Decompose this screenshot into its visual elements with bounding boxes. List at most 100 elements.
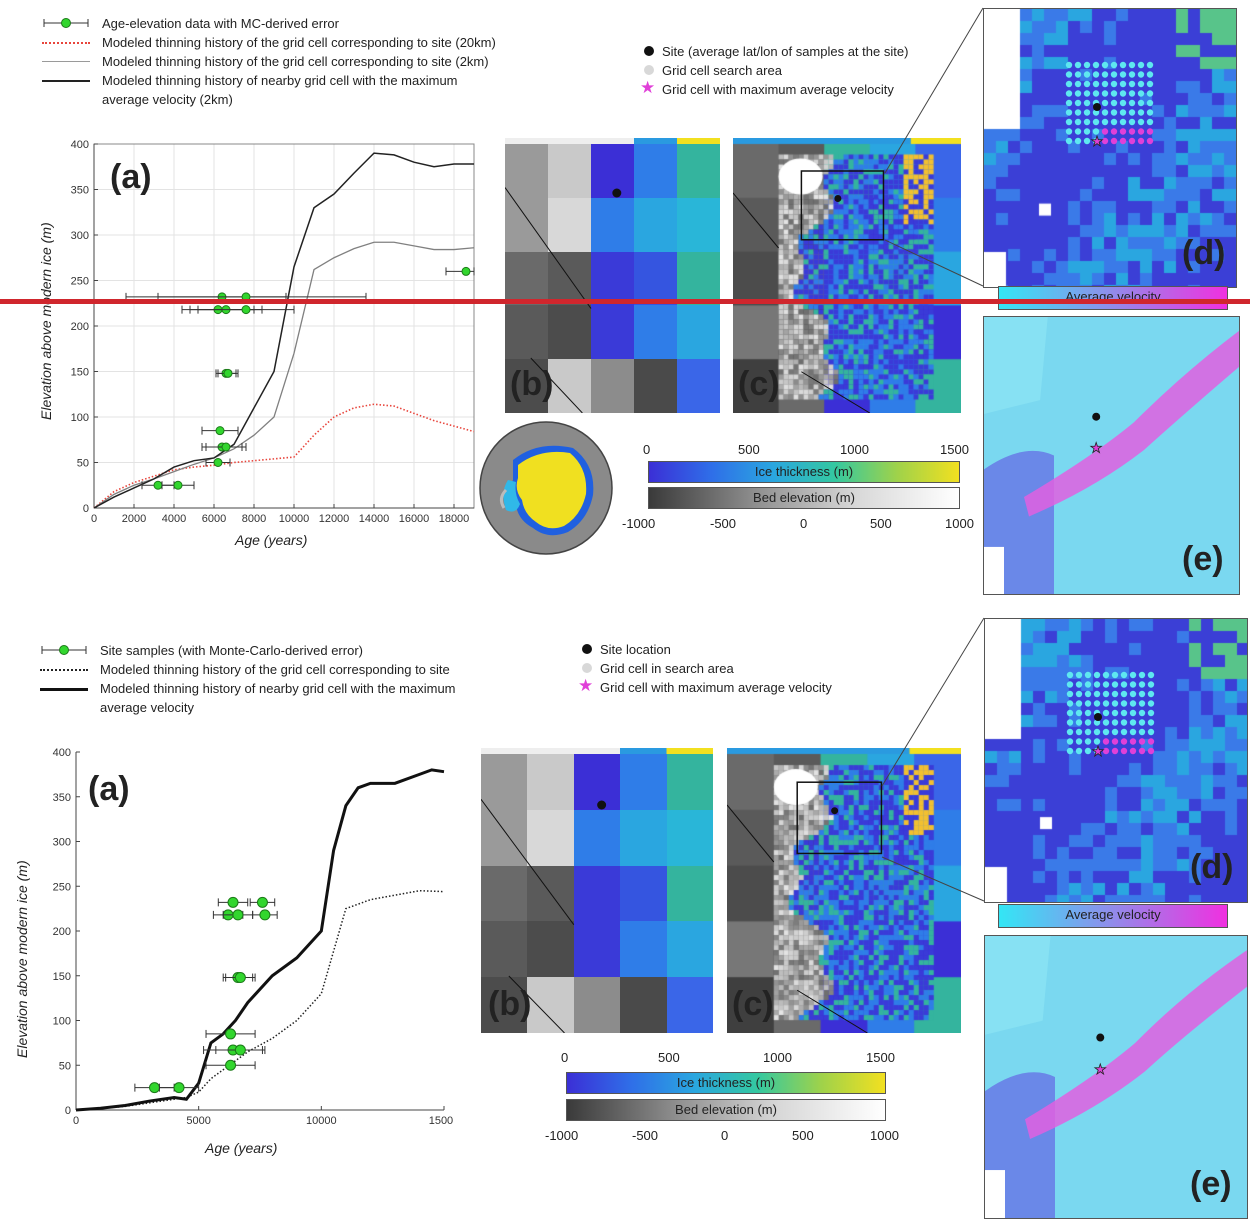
search-cell-dot (1137, 128, 1145, 135)
y-tick-label: 150 (71, 367, 89, 379)
search-cell-dot (1137, 80, 1145, 88)
red-dotted-line-icon (42, 42, 90, 44)
search-cell-dot (1074, 80, 1082, 88)
search-cell-dot (1074, 99, 1082, 107)
map-legend-item: ★ Grid cell with maximum average velocity (578, 676, 898, 697)
search-cell-dot (1102, 709, 1110, 717)
map-legend-label: Site location (600, 642, 671, 657)
velocity-field: ★ (984, 317, 1239, 594)
coarse-grid-map (505, 138, 720, 413)
search-cell-dot (1066, 690, 1074, 698)
velocity-field: ★ (985, 936, 1247, 1218)
x-tick-label: 6000 (202, 513, 226, 525)
sample-point (225, 972, 256, 984)
search-cell-dot (1101, 71, 1109, 78)
y-tick-label: 0 (83, 503, 89, 515)
grid-cell (666, 921, 713, 978)
search-cell-dot (1147, 747, 1155, 755)
legend-item: Modeled thinning history of nearby grid … (40, 679, 520, 698)
grid-cell (573, 754, 621, 810)
legend-label: Modeled thinning history of the grid cel… (102, 54, 489, 69)
green-errorbar-icon (41, 645, 87, 655)
search-cell-dot (1110, 99, 1118, 107)
grid-cell (634, 197, 677, 252)
fast-flow-band (1025, 950, 1247, 1140)
y-tick-label: 0 (65, 1105, 71, 1117)
no-data-region (985, 1170, 1005, 1218)
sample-point (197, 305, 295, 315)
grid-cell (634, 144, 677, 198)
zoom-box (796, 781, 883, 855)
search-cell-dot (1129, 709, 1137, 717)
search-cell-dot (1138, 728, 1146, 736)
search-cell-dot (1110, 118, 1118, 126)
search-cell-dot (1137, 61, 1145, 69)
grid-cell (505, 251, 548, 306)
search-cell-dot (1111, 690, 1119, 698)
search-cell-dot (1128, 109, 1136, 116)
sample-marker (225, 1059, 237, 1071)
legend-label: Modeled thinning history of nearby grid … (102, 73, 458, 88)
grid-cell (548, 197, 591, 252)
series-line-black-dotted (75, 889, 445, 1111)
panel-label-a: (a) (110, 158, 152, 196)
search-cell-dot (1129, 747, 1137, 755)
search-cell-dot (1092, 137, 1100, 145)
search-cell-dot (1065, 99, 1073, 107)
search-cell-dot (1138, 681, 1146, 688)
search-cell-dot (1120, 700, 1128, 707)
y-tick-label: 250 (71, 276, 89, 288)
search-cell-dot (1129, 728, 1137, 736)
search-cell-dot (1137, 71, 1145, 78)
site-dot (1093, 103, 1101, 111)
star-icon: ★ (578, 676, 594, 695)
search-cell-dot (1066, 671, 1074, 679)
panel-label-c: (c) (732, 985, 774, 1023)
max-velocity-star-icon: ★ (1094, 1061, 1107, 1077)
y-tick-label: 250 (53, 881, 71, 893)
map-legend-item: Site location (578, 640, 898, 659)
search-cell-dot (1128, 61, 1136, 69)
site-dot (597, 800, 607, 810)
ice-tick: 1000 (840, 442, 869, 457)
search-cell-dot (1146, 128, 1154, 135)
search-cell-dot (1084, 681, 1092, 688)
ice-tick: 0 (561, 1050, 569, 1065)
search-cell-dot (1147, 671, 1155, 679)
site-dot (1094, 713, 1102, 721)
y-tick-label: 200 (53, 926, 71, 938)
x-tick-label: 10000 (279, 513, 310, 525)
bed-tick: 0 (800, 516, 808, 531)
ice-tick: 500 (658, 1050, 680, 1065)
search-cell-dot (1083, 71, 1091, 78)
sample-point (125, 292, 367, 302)
search-cell-dot (1119, 71, 1127, 78)
search-cell-dot (1074, 137, 1082, 145)
search-cell-dot (1119, 109, 1127, 116)
y-tick-label: 300 (53, 837, 71, 849)
panel-label-e: (e) (1182, 540, 1224, 578)
search-cell-dot (1111, 671, 1119, 679)
search-cell-dot (1128, 80, 1136, 88)
no-data-region (984, 546, 1004, 594)
search-cell-dot (1120, 690, 1128, 698)
x-tick-label: 5000 (186, 1115, 210, 1127)
search-cell-dot (1146, 61, 1154, 69)
grid-cell (481, 921, 528, 978)
search-cell-dot (1119, 137, 1127, 145)
sample-marker (227, 896, 239, 908)
search-cell-dot (1074, 128, 1082, 135)
sample-point (217, 368, 239, 378)
average-velocity-colorbar: Average velocity (998, 904, 1228, 928)
x-tick-label: 0 (91, 513, 97, 525)
search-cell-dot (1093, 671, 1101, 679)
legend-item: Modeled thinning history of nearby grid … (42, 71, 512, 90)
site-dot (831, 807, 839, 815)
search-cell-dot (1129, 738, 1137, 745)
sample-point (205, 458, 231, 467)
sample-point (217, 896, 249, 908)
legend-item: Modeled thinning history of the grid cel… (42, 52, 512, 71)
grid-cell (573, 977, 621, 1033)
map-overlay (733, 170, 885, 413)
